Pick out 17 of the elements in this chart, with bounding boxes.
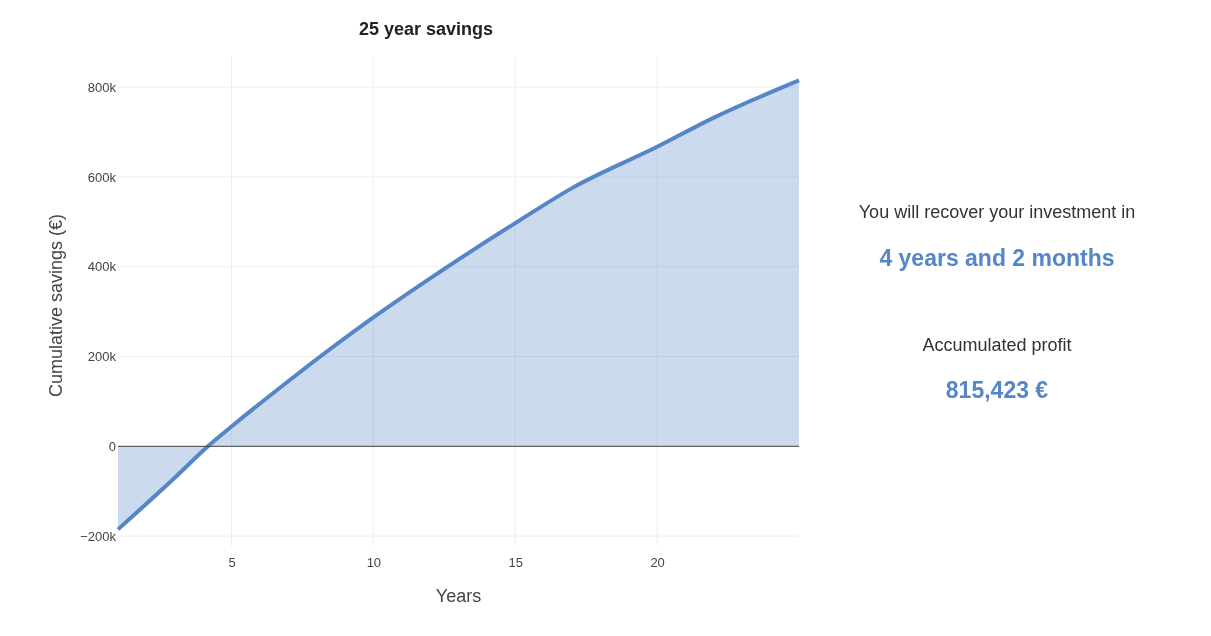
- y-tick-label: 600k: [87, 169, 117, 185]
- y-tick-label: 800k: [87, 79, 117, 95]
- x-axis-title: Years: [435, 586, 482, 606]
- y-tick-label: −200k: [80, 528, 117, 544]
- text: You will recover your investment in: [858, 202, 1136, 222]
- text: Accumulated profit: [922, 335, 1072, 355]
- x-tick-label: 10: [366, 555, 382, 571]
- y-tick-label: 200k: [87, 349, 117, 365]
- text: 815,423 €: [945, 377, 1049, 403]
- y-tick-label: 0: [108, 438, 116, 454]
- y-axis-title: Cumulative savings (€): [46, 213, 66, 398]
- text: 4 years and 2 months: [879, 245, 1115, 271]
- y-tick-label: 400k: [87, 259, 117, 275]
- x-tick-label: 20: [650, 555, 665, 571]
- x-tick-label: 15: [508, 555, 523, 571]
- x-tick-label: 5: [228, 555, 236, 571]
- chart-title: 25 year savings: [358, 19, 494, 39]
